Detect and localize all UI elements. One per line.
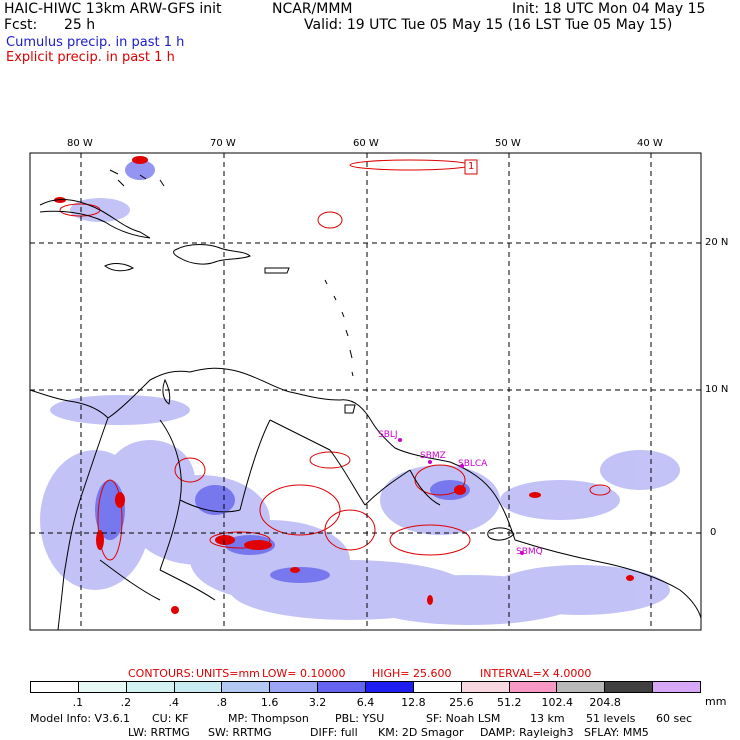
scale-cell bbox=[413, 682, 462, 692]
explicit-precip-cores bbox=[54, 156, 634, 614]
valid-time: Valid: 19 UTC Tue 05 May 15 (16 LST Tue … bbox=[304, 17, 673, 33]
model-info-item: DAMP: Rayleigh3 bbox=[480, 726, 574, 739]
scale-tick-label: 6.4 bbox=[356, 696, 375, 709]
model-info-item: SW: RRTMG bbox=[208, 726, 272, 739]
max-marker-label: 1 bbox=[468, 161, 475, 172]
lon-label-80w: 80 W bbox=[67, 138, 93, 149]
station-label: SBMQ bbox=[516, 547, 543, 557]
scale-tick-label: 204.8 bbox=[589, 696, 621, 709]
model-info-item: 51 levels bbox=[586, 712, 636, 725]
station-label: SBLJ bbox=[378, 430, 398, 440]
scale-cell bbox=[126, 682, 175, 692]
scale-tick-label: .4 bbox=[168, 696, 180, 709]
scale-cell bbox=[605, 682, 654, 692]
legend-explicit: Explicit precip. in past 1 h bbox=[6, 50, 175, 65]
model-title: HAIC-HIWC 13km ARW-GFS init bbox=[4, 1, 222, 17]
scale-cell bbox=[31, 682, 79, 692]
lat-label-10n: 10 N bbox=[705, 384, 729, 395]
map-frame bbox=[29, 152, 702, 631]
scale-cell bbox=[78, 682, 127, 692]
coastlines bbox=[30, 169, 701, 630]
model-info-item: CU: KF bbox=[152, 712, 189, 725]
scale-tick-label: .1 bbox=[72, 696, 84, 709]
model-info-item: MP: Thompson bbox=[228, 712, 309, 725]
org-label: NCAR/MMM bbox=[272, 1, 353, 17]
contours-interval: INTERVAL=X 4.0000 bbox=[480, 667, 592, 680]
max-marker-box bbox=[464, 159, 478, 175]
scale-tick-label: .8 bbox=[216, 696, 227, 709]
scale-tick-label: 51.2 bbox=[497, 696, 522, 709]
scale-tick-label: 1.6 bbox=[260, 696, 279, 709]
scale-tick-label: 12.8 bbox=[401, 696, 426, 709]
explicit-precip-contours bbox=[59, 159, 611, 561]
model-info-item: KM: 2D Smagor bbox=[378, 726, 464, 739]
graticule bbox=[30, 153, 701, 630]
legend-cumulus: Cumulus precip. in past 1 h bbox=[6, 35, 185, 50]
station-label: SBMZ bbox=[420, 451, 446, 461]
station-label: SBLCA bbox=[458, 459, 488, 469]
station-dots bbox=[398, 438, 524, 555]
color-scale-bar bbox=[30, 681, 701, 693]
scale-cell bbox=[174, 682, 223, 692]
contours-units: UNITS=mm bbox=[196, 667, 260, 680]
scale-tick-label: 102.4 bbox=[541, 696, 573, 709]
scale-tick-label: 25.6 bbox=[449, 696, 474, 709]
lon-label-50w: 50 W bbox=[495, 138, 521, 149]
scale-cell bbox=[509, 682, 558, 692]
forecast-label: Fcst: bbox=[4, 17, 38, 33]
model-info-item: 13 km bbox=[530, 712, 565, 725]
scale-cell bbox=[222, 682, 271, 692]
lon-label-70w: 70 W bbox=[210, 138, 236, 149]
contours-label: CONTOURS: bbox=[128, 667, 195, 680]
lon-label-60w: 60 W bbox=[353, 138, 379, 149]
scale-cell bbox=[461, 682, 510, 692]
model-info-item: LW: RRTMG bbox=[128, 726, 190, 739]
scale-cell bbox=[557, 682, 606, 692]
scale-cell bbox=[653, 682, 701, 692]
model-info-item: SFLAY: MM5 bbox=[584, 726, 649, 739]
contours-low: LOW= 0.10000 bbox=[262, 667, 346, 680]
lon-label-40w: 40 W bbox=[637, 138, 663, 149]
init-time: Init: 18 UTC Mon 04 May 15 bbox=[512, 1, 706, 17]
model-info-item: Model Info: V3.6.1 bbox=[30, 712, 131, 725]
scale-unit: mm bbox=[705, 695, 727, 708]
model-info-item: SF: Noah LSM bbox=[426, 712, 501, 725]
lat-label-20n: 20 N bbox=[705, 237, 729, 248]
model-info-item: DIFF: full bbox=[310, 726, 358, 739]
forecast-hours: 25 h bbox=[64, 17, 96, 33]
scale-cell bbox=[366, 682, 414, 692]
scale-cell bbox=[318, 682, 367, 692]
scale-tick-label: 3.2 bbox=[308, 696, 327, 709]
model-info-item: PBL: YSU bbox=[335, 712, 385, 725]
lat-label-0: 0 bbox=[710, 527, 717, 538]
contours-high: HIGH= 25.600 bbox=[372, 667, 452, 680]
model-info-item: 60 sec bbox=[656, 712, 693, 725]
scale-tick-label: .2 bbox=[120, 696, 132, 709]
scale-cell bbox=[270, 682, 319, 692]
